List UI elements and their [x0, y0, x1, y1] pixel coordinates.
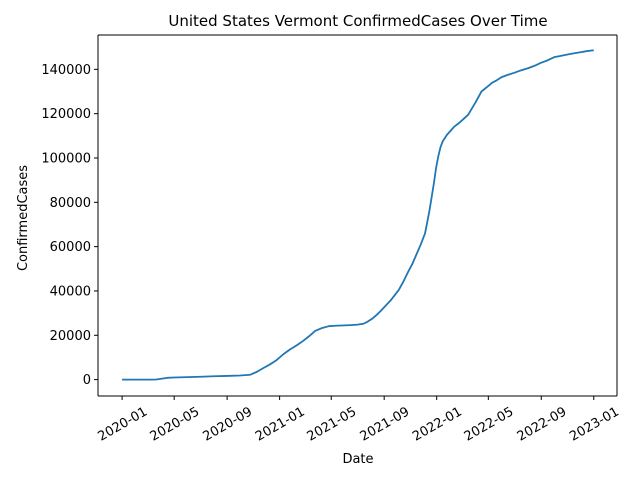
y-tick-label: 40000 [50, 284, 91, 299]
y-axis-label: ConfirmedCases [16, 165, 31, 271]
y-tick-label: 20000 [50, 329, 91, 344]
y-tick-label: 0 [83, 373, 91, 388]
chart-title: United States Vermont ConfirmedCases Ove… [168, 12, 547, 30]
y-tick-label: 140000 [41, 63, 91, 78]
y-tick-label: 100000 [41, 151, 91, 166]
series-line [122, 49, 594, 381]
y-tick-label: 60000 [50, 240, 91, 255]
y-tick-label: 80000 [50, 196, 91, 211]
y-tick-label: 120000 [41, 107, 91, 122]
x-axis-label: Date [342, 452, 373, 467]
